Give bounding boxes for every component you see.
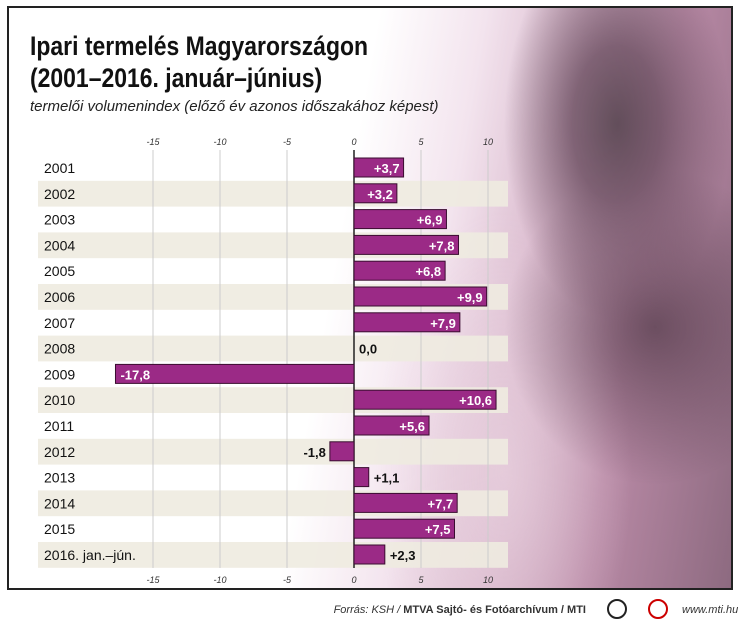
bar: [353, 157, 405, 178]
x-tick-label: -15: [146, 137, 160, 147]
x-tick-label: -10: [213, 137, 226, 147]
data-label: +7,7: [428, 496, 454, 511]
source-prefix: Forrás: KSH /: [333, 604, 404, 616]
bar: [353, 286, 488, 307]
data-label: +3,7: [374, 161, 400, 176]
data-label: +7,8: [429, 238, 455, 253]
title-line-1: Ipari termelés Magyarországon: [30, 31, 369, 61]
x-tick-label: 0: [351, 137, 356, 147]
data-label: +10,6: [459, 393, 492, 408]
category-label: 2004: [44, 237, 75, 253]
bar: [353, 312, 461, 333]
x-tick-label: 0: [351, 575, 356, 585]
data-label: +9,9: [457, 290, 483, 305]
bar: [114, 363, 355, 384]
chart-title: Ipari termelés Magyarországon (2001–2016.…: [30, 30, 368, 94]
bar-chart: -15 -15 -10 -10 -5 -5 0 0 5 5 10 10 2001 +3,7 2002 +3,2…: [38, 137, 508, 585]
bar: [353, 467, 370, 488]
bar: [353, 389, 497, 410]
data-label: +7,5: [425, 522, 451, 537]
row-band: [38, 438, 508, 465]
data-label: 0,0: [359, 342, 377, 357]
bar: [353, 260, 446, 281]
data-label: +5,6: [399, 419, 425, 434]
data-label: +3,2: [367, 187, 393, 202]
category-label: 2012: [44, 444, 75, 460]
source-credit: MTVA Sajtó- és Fotóarchívum / MTI: [403, 604, 586, 616]
mtva-logo: [607, 599, 627, 619]
row-band: [38, 180, 508, 207]
x-tick-label: 10: [483, 575, 493, 585]
category-label: 2016. jan.–jún.: [44, 547, 136, 563]
row-band: [38, 542, 508, 568]
bar: [329, 441, 355, 462]
x-tick-label: -10: [213, 575, 226, 585]
category-label: 2013: [44, 470, 75, 486]
data-label: -1,8: [303, 445, 325, 460]
title-line-2: (2001–2016. január–június): [30, 63, 323, 93]
category-label: 2006: [44, 289, 75, 305]
chart-subtitle: termelői volumenindex (előző év azonos i…: [30, 98, 439, 115]
category-label: 2010: [44, 392, 75, 408]
data-label: -17,8: [120, 367, 150, 382]
category-label: 2003: [44, 212, 75, 228]
x-tick-label: -15: [146, 575, 160, 585]
bar: [353, 234, 460, 255]
row-band: [38, 335, 508, 362]
category-label: 2009: [44, 366, 75, 382]
x-tick-label: -5: [283, 575, 292, 585]
category-label: 2007: [44, 315, 75, 331]
data-label: +1,1: [374, 471, 400, 486]
mti-logo: [648, 599, 668, 619]
category-label: 2015: [44, 521, 75, 537]
x-tick-label: -5: [283, 137, 292, 147]
category-label: 2014: [44, 495, 75, 511]
bar: [353, 209, 447, 230]
data-label: +7,9: [430, 316, 456, 331]
bar: [353, 544, 386, 565]
x-tick-label: 5: [418, 575, 424, 585]
category-label: 2008: [44, 341, 75, 357]
bar: [353, 415, 430, 436]
x-tick-label: 10: [483, 137, 493, 147]
bar: [353, 183, 398, 204]
bar: [353, 492, 458, 513]
x-tick-label: 5: [418, 137, 424, 147]
data-label: +6,8: [415, 264, 441, 279]
data-label: +2,3: [390, 548, 416, 563]
data-label: +6,9: [417, 213, 443, 228]
category-label: 2005: [44, 263, 75, 279]
category-label: 2011: [44, 418, 74, 434]
category-label: 2001: [44, 160, 75, 176]
category-label: 2002: [44, 186, 75, 202]
website-link[interactable]: www.mti.hu: [682, 604, 739, 616]
bar: [353, 518, 455, 539]
